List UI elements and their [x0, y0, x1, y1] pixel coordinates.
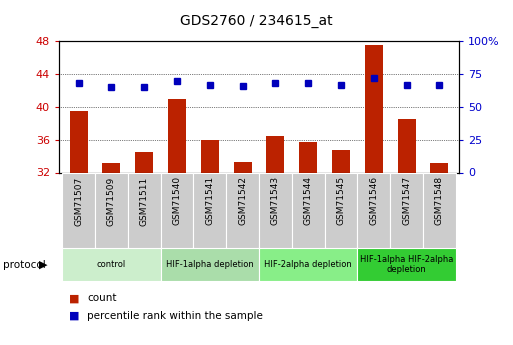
Text: GSM71547: GSM71547: [402, 176, 411, 225]
Text: HIF-1alpha depletion: HIF-1alpha depletion: [166, 260, 254, 269]
Text: ■: ■: [69, 311, 80, 321]
Bar: [161, 172, 193, 248]
Bar: [168, 99, 186, 172]
Text: GSM71509: GSM71509: [107, 176, 116, 226]
Text: GSM71542: GSM71542: [238, 176, 247, 225]
Bar: [259, 172, 292, 248]
Bar: [398, 119, 416, 172]
Bar: [135, 152, 153, 172]
Bar: [62, 248, 161, 281]
Bar: [390, 172, 423, 248]
Text: GSM71540: GSM71540: [172, 176, 182, 225]
Bar: [193, 172, 226, 248]
Text: ■: ■: [69, 294, 80, 303]
Bar: [266, 136, 285, 172]
Text: protocol: protocol: [3, 260, 45, 270]
Bar: [332, 150, 350, 172]
Text: GSM71546: GSM71546: [369, 176, 379, 225]
Text: HIF-1alpha HIF-2alpha
depletion: HIF-1alpha HIF-2alpha depletion: [360, 255, 453, 275]
Bar: [299, 142, 317, 172]
Bar: [62, 172, 95, 248]
Bar: [103, 162, 121, 172]
Text: GDS2760 / 234615_at: GDS2760 / 234615_at: [180, 14, 333, 28]
Bar: [365, 46, 383, 172]
Bar: [358, 172, 390, 248]
Bar: [259, 248, 358, 281]
Bar: [358, 248, 456, 281]
Bar: [128, 172, 161, 248]
Text: GSM71543: GSM71543: [271, 176, 280, 225]
Text: HIF-2alpha depletion: HIF-2alpha depletion: [264, 260, 352, 269]
Text: ▶: ▶: [40, 260, 48, 270]
Text: GSM71541: GSM71541: [205, 176, 214, 225]
Text: GSM71548: GSM71548: [435, 176, 444, 225]
Text: GSM71544: GSM71544: [304, 176, 313, 225]
Text: GSM71511: GSM71511: [140, 176, 149, 226]
Bar: [226, 172, 259, 248]
Text: count: count: [87, 294, 117, 303]
Bar: [292, 172, 325, 248]
Bar: [233, 162, 252, 172]
Text: control: control: [97, 260, 126, 269]
Bar: [161, 248, 259, 281]
Text: percentile rank within the sample: percentile rank within the sample: [87, 311, 263, 321]
Bar: [95, 172, 128, 248]
Text: GSM71507: GSM71507: [74, 176, 83, 226]
Text: GSM71545: GSM71545: [337, 176, 346, 225]
Bar: [70, 111, 88, 172]
Bar: [201, 140, 219, 172]
Bar: [423, 172, 456, 248]
Bar: [325, 172, 358, 248]
Bar: [430, 162, 448, 172]
